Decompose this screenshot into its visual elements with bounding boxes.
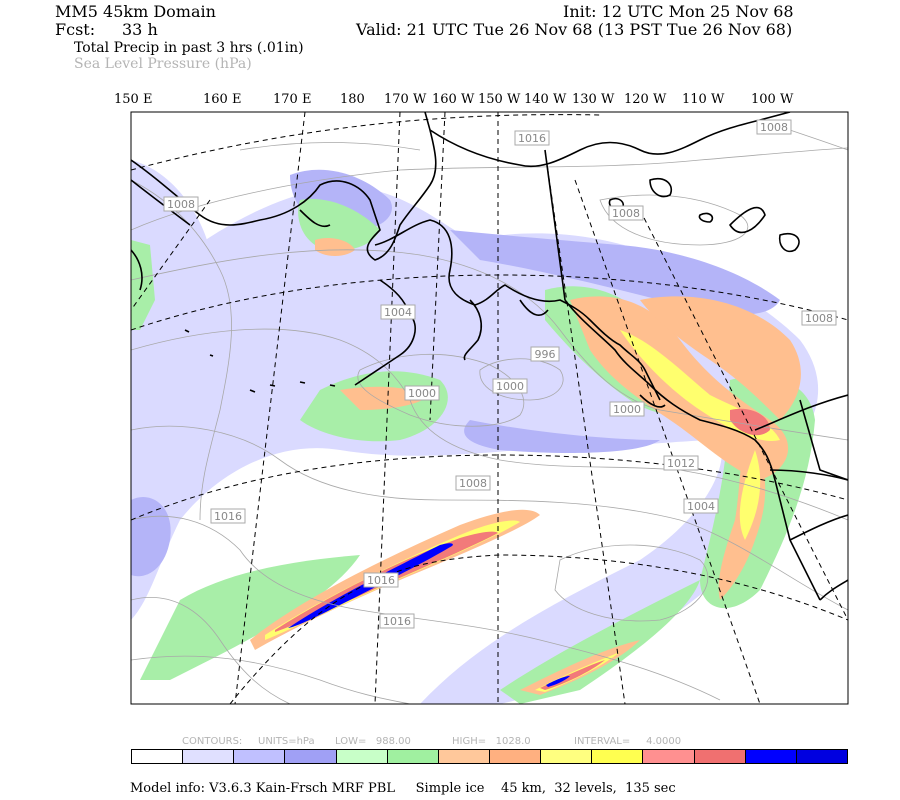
color-bar-segment: [489, 750, 542, 763]
precip-orange-arc: [640, 296, 801, 420]
color-bar-segment: [183, 750, 235, 763]
contours-low: LOW= 988.00: [335, 736, 411, 747]
map-border: [130, 111, 849, 705]
forecast-label: Fcst:: [55, 20, 96, 39]
lon-label: 120 W: [624, 92, 667, 107]
isobar-label: 1000: [408, 387, 436, 400]
contours-units: UNITS=hPa: [258, 736, 315, 747]
color-bar-segment: [336, 750, 388, 763]
lon-label: 150 W: [478, 92, 521, 107]
isobar-label: 1000: [496, 380, 524, 393]
color-bar-segment: [132, 750, 184, 763]
isobar-label: 1016: [214, 510, 242, 523]
valid-time: Valid: 21 UTC Tue 26 Nov 68 (13 PST Tue …: [356, 20, 793, 39]
isobar-labels: 1016 1008 1008 1008 1008 1004 996 1000 1…: [163, 119, 837, 629]
lon-label: 180: [340, 92, 365, 107]
color-bar-segment: [745, 750, 797, 763]
color-bar-segment: [541, 750, 593, 763]
field-slp-title: Sea Level Pressure (hPa): [74, 56, 252, 72]
isobar-label: 1016: [367, 574, 395, 587]
isobar-label: 1008: [805, 312, 833, 325]
precip-yellow-pnw: [739, 450, 761, 540]
color-bar-segment: [387, 750, 439, 763]
precip-light-west: [131, 160, 234, 483]
precip-lav-gulf: [464, 420, 660, 453]
precip-lav-central: [450, 230, 780, 315]
precip-green-south: [500, 580, 700, 704]
precip-orange-bering: [315, 238, 355, 256]
isobar-label: 1016: [383, 615, 411, 628]
lon-label: 170 W: [384, 92, 427, 107]
contours-label: CONTOURS:: [182, 736, 243, 747]
color-bar-segment: [694, 750, 746, 763]
forecast-hour: 33 h: [122, 20, 158, 39]
coastlines: [131, 112, 848, 601]
lon-label: 140 W: [524, 92, 567, 107]
isobar-label: 1008: [459, 477, 487, 490]
color-bar-segment: [796, 750, 847, 763]
color-bar-segment: [234, 750, 286, 763]
lon-label: 150 E: [114, 92, 153, 107]
isobar-label: 1004: [687, 500, 715, 513]
contours-interval: INTERVAL= 4.0000: [574, 736, 682, 747]
color-bar-segment: [643, 750, 695, 763]
precip-green-west: [131, 240, 155, 330]
lon-label: 110 W: [682, 92, 725, 107]
init-time: Init: 12 UTC Mon 25 Nov 68: [563, 2, 794, 21]
lon-label: 130 W: [572, 92, 615, 107]
contours-high: HIGH= 1028.0: [452, 736, 531, 747]
precip-lav-southwest: [131, 496, 171, 577]
color-bar-segment: [592, 750, 644, 763]
isobar-label: 1004: [384, 306, 412, 319]
isobar-label: 1012: [667, 457, 695, 470]
precip-green-sw: [140, 555, 360, 680]
isobar-label: 1000: [613, 403, 641, 416]
isobar-label: 996: [535, 348, 556, 361]
isobar-label: 1008: [760, 121, 788, 134]
color-bar-segment: [285, 750, 337, 763]
precip-shading: [131, 160, 819, 704]
lon-label: 170 E: [273, 92, 312, 107]
lon-label: 160 E: [203, 92, 242, 107]
isobar-label: 1016: [518, 132, 546, 145]
lon-label: 160 W: [432, 92, 475, 107]
isobar-label: 1008: [612, 207, 640, 220]
domain-title: MM5 45km Domain: [55, 2, 216, 21]
isobar-label: 1008: [167, 198, 195, 211]
precip-orange-south: [520, 640, 640, 695]
precip-green-bering: [298, 199, 380, 250]
color-bar-segment: [438, 750, 490, 763]
precip-color-bar: [131, 749, 848, 764]
graticule: [131, 112, 848, 704]
lon-label: 100 W: [751, 92, 794, 107]
model-info: Model info: V3.6.3 Kain-Frsch MRF PBL Si…: [130, 781, 676, 796]
field-precip-title: Total Precip in past 3 hrs (.01in): [74, 40, 304, 56]
precip-blue-south: [546, 676, 570, 687]
